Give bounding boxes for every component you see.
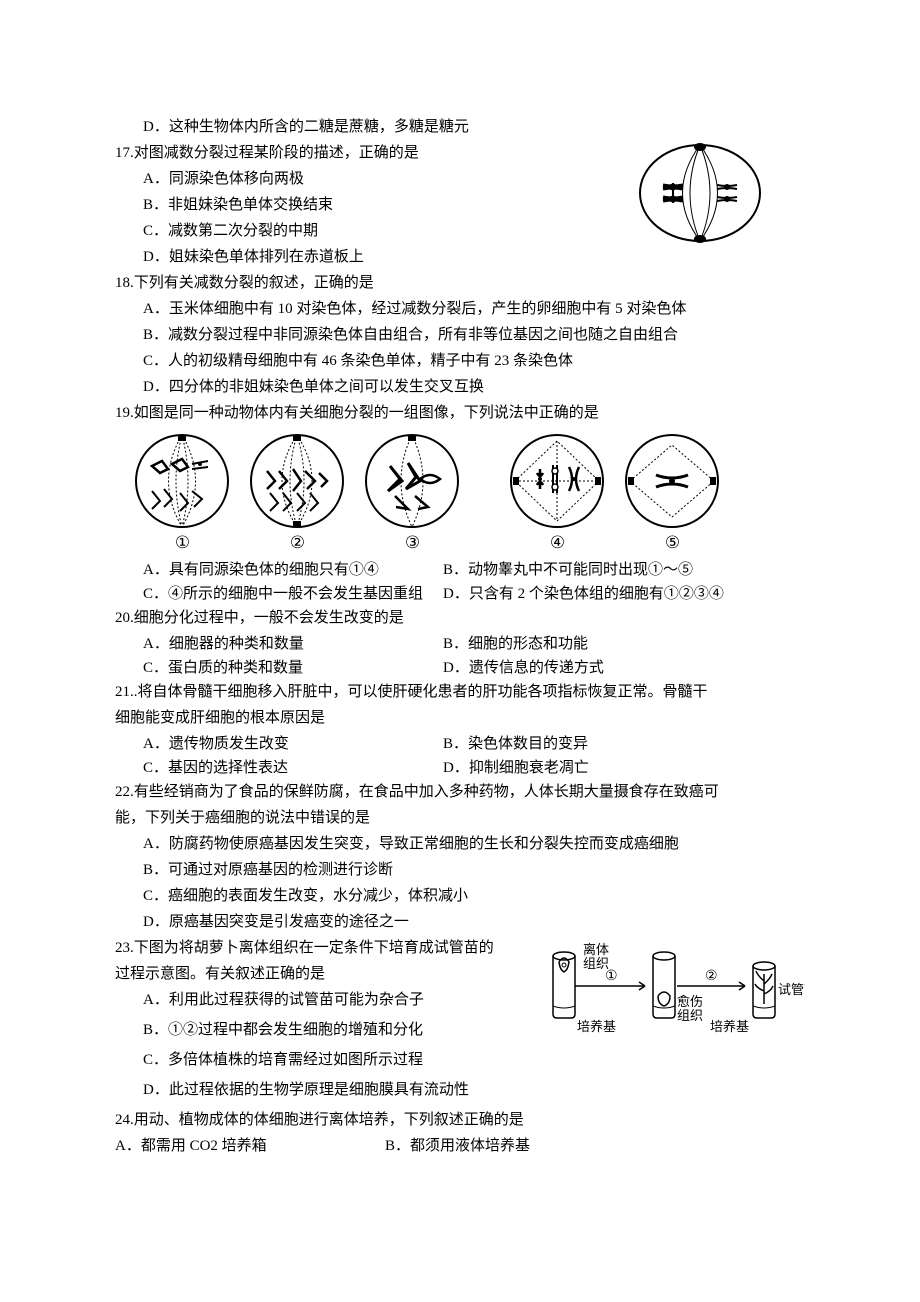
q17-block: 17.对图减数分裂过程某阶段的描述，正确的是 A．同源染色体移向两极 B．非姐妹… [115, 141, 805, 269]
q19-option-b: B．动物睾丸中不可能同时出现①～⑤ [443, 558, 693, 582]
q23-block: 23.下图为将胡萝卜离体组织在一定条件下培育成试管苗的 过程示意图。有关叙述正确… [115, 936, 805, 1102]
diagram-label-pyj2: 培养基 [710, 1019, 749, 1034]
diagram-label-zuzhi2: 组织 [677, 1008, 703, 1023]
q19-label-4: ④ [550, 529, 565, 556]
q20-stem: 20.细胞分化过程中，一般不会发生改变的是 [115, 606, 805, 630]
q19-stem: 19.如图是同一种动物体内有关细胞分裂的一组图像，下列说法中正确的是 [115, 401, 805, 425]
q21-options-row1: A．遗传物质发生改变 B．染色体数目的变异 [115, 732, 805, 756]
q19-cell-diagram-2 [245, 431, 350, 531]
q24-option-b: B．都须用液体培养基 [385, 1134, 530, 1158]
q19-cell-3: ③ [360, 431, 465, 556]
q20-option-b: B．细胞的形态和功能 [443, 632, 588, 656]
q21-stem1: 21..将自体骨髓干细胞移入肝脏中，可以使肝硬化患者的肝功能各项指标恢复正常。骨… [115, 680, 805, 704]
q19-label-1: ① [175, 529, 190, 556]
q19-cell-diagram-4 [505, 431, 610, 531]
q23-option-c: C．多倍体植株的培育需经过如图所示过程 [115, 1048, 545, 1072]
q18-stem: 18.下列有关减数分裂的叙述，正确的是 [115, 271, 805, 295]
q19-options-row2: C．④所示的细胞中一般不会发生基因重组 D．只含有 2 个染色体组的细胞有①②③… [115, 582, 805, 606]
q20-options-row1: A．细胞器的种类和数量 B．细胞的形态和功能 [115, 632, 805, 656]
q22-stem2: 能，下列关于癌细胞的说法中错误的是 [115, 806, 805, 830]
q20-options-row2: C．蛋白质的种类和数量 D．遗传信息的传递方式 [115, 656, 805, 680]
q20-option-a: A．细胞器的种类和数量 [143, 632, 443, 656]
q18-option-d: D．四分体的非姐妹染色单体之间可以发生交叉互换 [115, 375, 805, 399]
q18-option-b: B．减数分裂过程中非同源染色体自由组合，所有非等位基因之间也随之自由组合 [115, 323, 805, 347]
q19-cell-1: ① [130, 431, 235, 556]
q19-label-3: ③ [405, 529, 420, 556]
q24-options-row: A．都需用 CO2 培养箱 B．都须用液体培养基 [115, 1134, 805, 1158]
q23-stem2: 过程示意图。有关叙述正确的是 [115, 962, 545, 986]
q21-option-c: C．基因的选择性表达 [143, 756, 443, 780]
q24-stem: 24.用动、植物成体的体细胞进行离体培养，下列叙述正确的是 [115, 1108, 805, 1132]
diagram-label-pyj: 培养基 [577, 1019, 616, 1034]
diagram-label-1: ① [605, 969, 618, 984]
q19-option-c: C．④所示的细胞中一般不会发生基因重组 [143, 582, 443, 606]
diagram-label-yushang: 愈伤 [677, 994, 703, 1009]
q22-stem1: 22.有些经销商为了食品的保鲜防腐，在食品中加入多种药物，人体长期大量摄食存在致… [115, 780, 805, 804]
q19-cell-5: ⑤ [620, 431, 725, 556]
q21-options-row2: C．基因的选择性表达 D．抑制细胞衰老凋亡 [115, 756, 805, 780]
q21-option-b: B．染色体数目的变异 [443, 732, 588, 756]
q19-cell-diagram-1 [130, 431, 235, 531]
q19-option-a: A．具有同源染色体的细胞只有①④ [143, 558, 443, 582]
q23-option-a: A．利用此过程获得的试管苗可能为杂合子 [115, 988, 545, 1012]
diagram-label-liti: 离体 [583, 942, 609, 957]
q18-option-a: A．玉米体细胞中有 10 对染色体，经过减数分裂后，产生的卵细胞中有 5 对染色… [115, 297, 805, 321]
q19-label-2: ② [290, 529, 305, 556]
q22-option-a: A．防腐药物使原癌基因发生突变，导致正常细胞的生长和分裂失控而变成癌细胞 [115, 832, 805, 856]
q22-option-b: B．可通过对原癌基因的检测进行诊断 [115, 858, 805, 882]
q17-option-d: D．姐妹染色单体排列在赤道板上 [115, 245, 805, 269]
q19-diagram-row: ① ② ③ [115, 431, 805, 556]
diagram-label-2: ② [705, 969, 718, 984]
q23-stem1: 23.下图为将胡萝卜离体组织在一定条件下培育成试管苗的 [115, 936, 545, 960]
q16-option-d: D．这种生物体内所含的二糖是蔗糖，多糖是糖元 [115, 115, 805, 139]
q18-option-c: C．人的初级精母细胞中有 46 条染色单体，精子中有 23 条染色体 [115, 349, 805, 373]
q19-cell-diagram-3 [360, 431, 465, 531]
q20-option-d: D．遗传信息的传递方式 [443, 656, 604, 680]
q19-label-5: ⑤ [665, 529, 680, 556]
q19-options-row1: A．具有同源染色体的细胞只有①④ B．动物睾丸中不可能同时出现①～⑤ [115, 558, 805, 582]
q21-option-d: D．抑制细胞衰老凋亡 [443, 756, 589, 780]
q19-cell-4: ④ [505, 431, 610, 556]
q23-option-d: D．此过程依据的生物学原理是细胞膜具有流动性 [115, 1078, 545, 1102]
q24-option-a: A．都需用 CO2 培养箱 [115, 1134, 385, 1158]
q19-cell-2: ② [245, 431, 350, 556]
q23-option-b: B．①②过程中都会发生细胞的增殖和分化 [115, 1018, 545, 1042]
q17-meiosis-diagram [635, 139, 765, 247]
q23-tissue-culture-diagram: 离体 组织 ① ② 试管苗 培养基 愈伤 组织 培养基 [545, 936, 805, 1036]
diagram-label-siguan: 试管苗 [778, 982, 805, 997]
q21-option-a: A．遗传物质发生改变 [143, 732, 443, 756]
q21-stem2: 细胞能变成肝细胞的根本原因是 [115, 706, 805, 730]
q22-option-d: D．原癌基因突变是引发癌变的途径之一 [115, 910, 805, 934]
q19-cell-diagram-5 [620, 431, 725, 531]
q22-option-c: C．癌细胞的表面发生改变，水分减少，体积减小 [115, 884, 805, 908]
q19-option-d: D．只含有 2 个染色体组的细胞有①②③④ [443, 582, 724, 606]
q20-option-c: C．蛋白质的种类和数量 [143, 656, 443, 680]
